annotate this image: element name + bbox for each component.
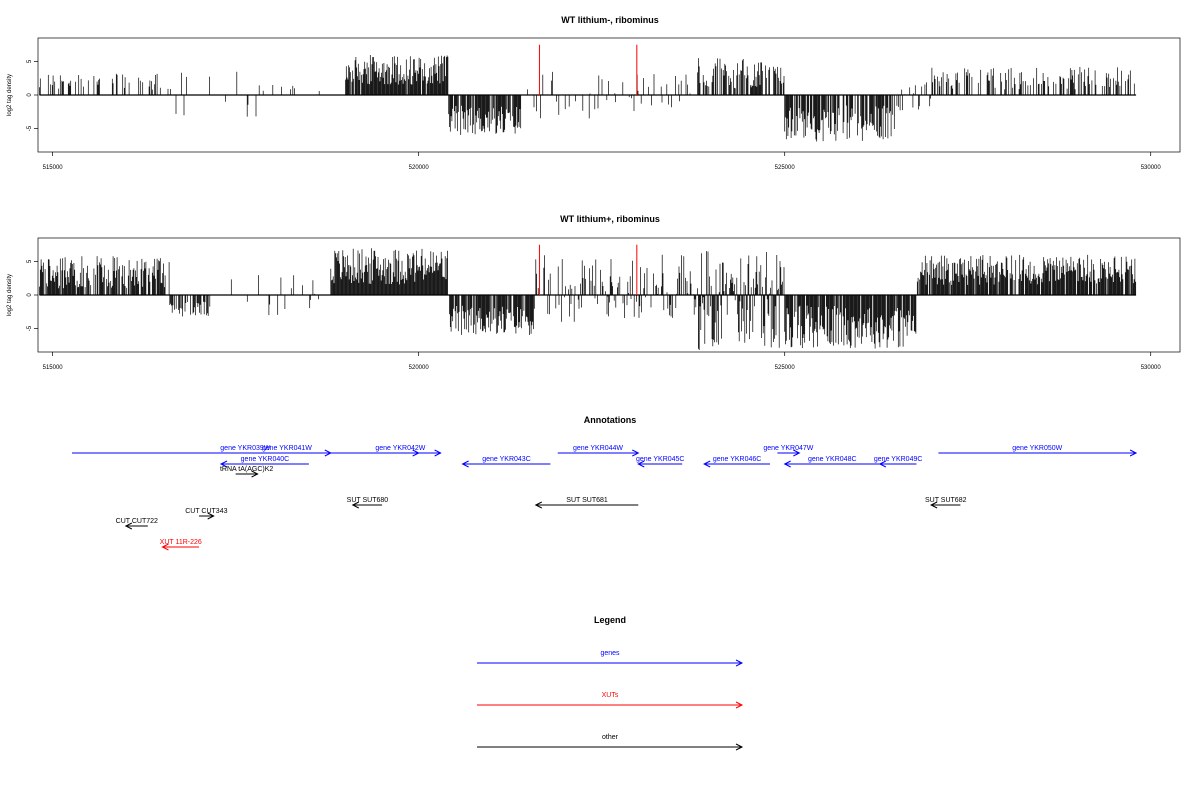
density-bars: [39, 244, 1137, 350]
annotation-label: gene YKR049C: [874, 456, 923, 463]
annotation-feature: gene YKR040C: [219, 456, 309, 468]
x-tick-label: 525000: [775, 165, 796, 171]
axis-ticks: 5 0 -5 515000 520000 525000 530000: [27, 59, 1161, 171]
legend-label: genes: [600, 650, 620, 657]
arrow-head: [124, 522, 133, 530]
annotation-label: gene YKR045C: [636, 456, 685, 463]
arrow-head: [632, 449, 640, 457]
legend-label: XUTs: [602, 692, 619, 699]
annotation-label: gene YKR041W: [262, 445, 312, 452]
arrow-head: [929, 501, 938, 509]
annotation-feature: CUT CUT343: [185, 508, 228, 520]
arrow-head: [793, 449, 801, 457]
annotation-feature: tRNA tA(AGC)K2: [220, 466, 273, 478]
annotation-feature: gene YKR043C: [461, 456, 551, 468]
annotations-title: Annotations: [584, 415, 637, 425]
arrow-head: [703, 460, 711, 468]
density-bar: [39, 248, 1137, 350]
y-tick-label: 5: [27, 259, 33, 263]
annotation-feature: gene YKR049C: [874, 456, 923, 468]
annotation-label: gene YKR043C: [482, 456, 531, 463]
axis-ticks: 5 0 -5 515000 520000 525000 530000: [27, 259, 1161, 371]
annotation-feature: gene YKR047W: [763, 445, 814, 457]
density-bar: [39, 55, 1135, 142]
x-tick-label: 530000: [1141, 365, 1162, 371]
annotation-feature: SUT SUT682: [925, 497, 967, 509]
arrow-head: [351, 501, 360, 509]
x-tick-label: 530000: [1141, 165, 1162, 171]
arrow-head: [534, 501, 543, 509]
arrow-head: [637, 460, 645, 468]
x-tick-label: 520000: [409, 365, 430, 371]
annotation-label: gene YKR039W: [220, 445, 270, 452]
arrow-head: [783, 460, 791, 468]
density-bars: [39, 44, 1137, 142]
y-tick-label: 5: [27, 59, 33, 63]
density-panel-lithium-plus: WT lithium+, ribominus log2 tag density …: [7, 214, 1181, 371]
y-tick-label: 0: [27, 293, 33, 297]
arrow-head: [219, 460, 228, 468]
y-tick-label: 0: [27, 93, 33, 97]
annotation-label: gene YKR048C: [808, 456, 857, 463]
x-tick-label: 525000: [775, 365, 796, 371]
legend: Legend genes XUTs other: [477, 615, 744, 751]
arrow-head: [251, 470, 259, 478]
y-axis-label: log2 tag density: [7, 74, 13, 116]
annotation-label: XUT 11R-226: [160, 539, 202, 546]
annotation-label: SUT SUT682: [925, 497, 967, 504]
arrow-head: [461, 460, 469, 468]
annotation-feature: SUT SUT681: [534, 497, 639, 509]
annotation-label: gene YKR042W: [375, 445, 425, 452]
annotation-label: gene YKR040C: [241, 456, 290, 463]
y-tick-label: -5: [27, 125, 33, 131]
arrow-head: [161, 543, 169, 551]
arrow-head: [324, 449, 332, 457]
legend-item: XUTs: [477, 692, 744, 709]
annotation-label: CUT CUT343: [185, 508, 227, 515]
annotation-label: CUT CUT722: [116, 518, 158, 525]
x-tick-label: 515000: [43, 165, 64, 171]
y-tick-label: -5: [27, 325, 33, 331]
legend-label: other: [602, 734, 619, 741]
panel-title: WT lithium+, ribominus: [560, 214, 660, 224]
legend-title: Legend: [594, 615, 626, 625]
arrow-head: [207, 512, 215, 520]
annotation-feature: gene YKR041W: [242, 445, 332, 457]
annotation-feature: XUT 11R-226: [160, 539, 202, 551]
annotation-label: tRNA tA(AGC)K2: [220, 466, 273, 473]
annotation-feature: SUT SUT680: [347, 497, 389, 509]
annotation-feature: gene YKR046C: [703, 456, 771, 468]
annotation-label: gene YKR047W: [763, 445, 813, 452]
annotation-label: gene YKR050W: [1012, 445, 1062, 452]
annotation-feature: gene YKR042W: [360, 445, 442, 457]
annotation-feature: gene YKR039W: [72, 445, 420, 457]
legend-items: genes XUTs other: [477, 650, 744, 751]
arrow-head: [434, 449, 442, 457]
legend-item: other: [477, 734, 744, 751]
arrow-head: [735, 743, 744, 751]
arrow-head: [1129, 449, 1138, 457]
arrow-head: [735, 701, 744, 709]
annotation-label: SUT SUT681: [566, 497, 608, 504]
annotation-label: SUT SUT680: [347, 497, 389, 504]
annotation-feature: gene YKR044W: [557, 445, 640, 457]
arrow-head: [878, 460, 887, 468]
arrow-head: [735, 659, 744, 667]
x-tick-label: 520000: [409, 165, 430, 171]
annotation-feature: gene YKR050W: [938, 445, 1138, 457]
y-axis-label: log2 tag density: [7, 274, 13, 316]
density-panel-lithium-minus: WT lithium-, ribominus log2 tag density …: [7, 15, 1181, 171]
annotation-label: gene YKR044W: [573, 445, 623, 452]
panel-title: WT lithium-, ribominus: [561, 15, 659, 25]
annotation-label: gene YKR046C: [713, 456, 762, 463]
x-tick-label: 515000: [43, 365, 64, 371]
annotation-feature: CUT CUT722: [116, 518, 158, 530]
annotation-feature: gene YKR048C: [783, 456, 880, 468]
annotation-feature: gene YKR045C: [636, 456, 685, 468]
legend-item: genes: [477, 650, 744, 667]
